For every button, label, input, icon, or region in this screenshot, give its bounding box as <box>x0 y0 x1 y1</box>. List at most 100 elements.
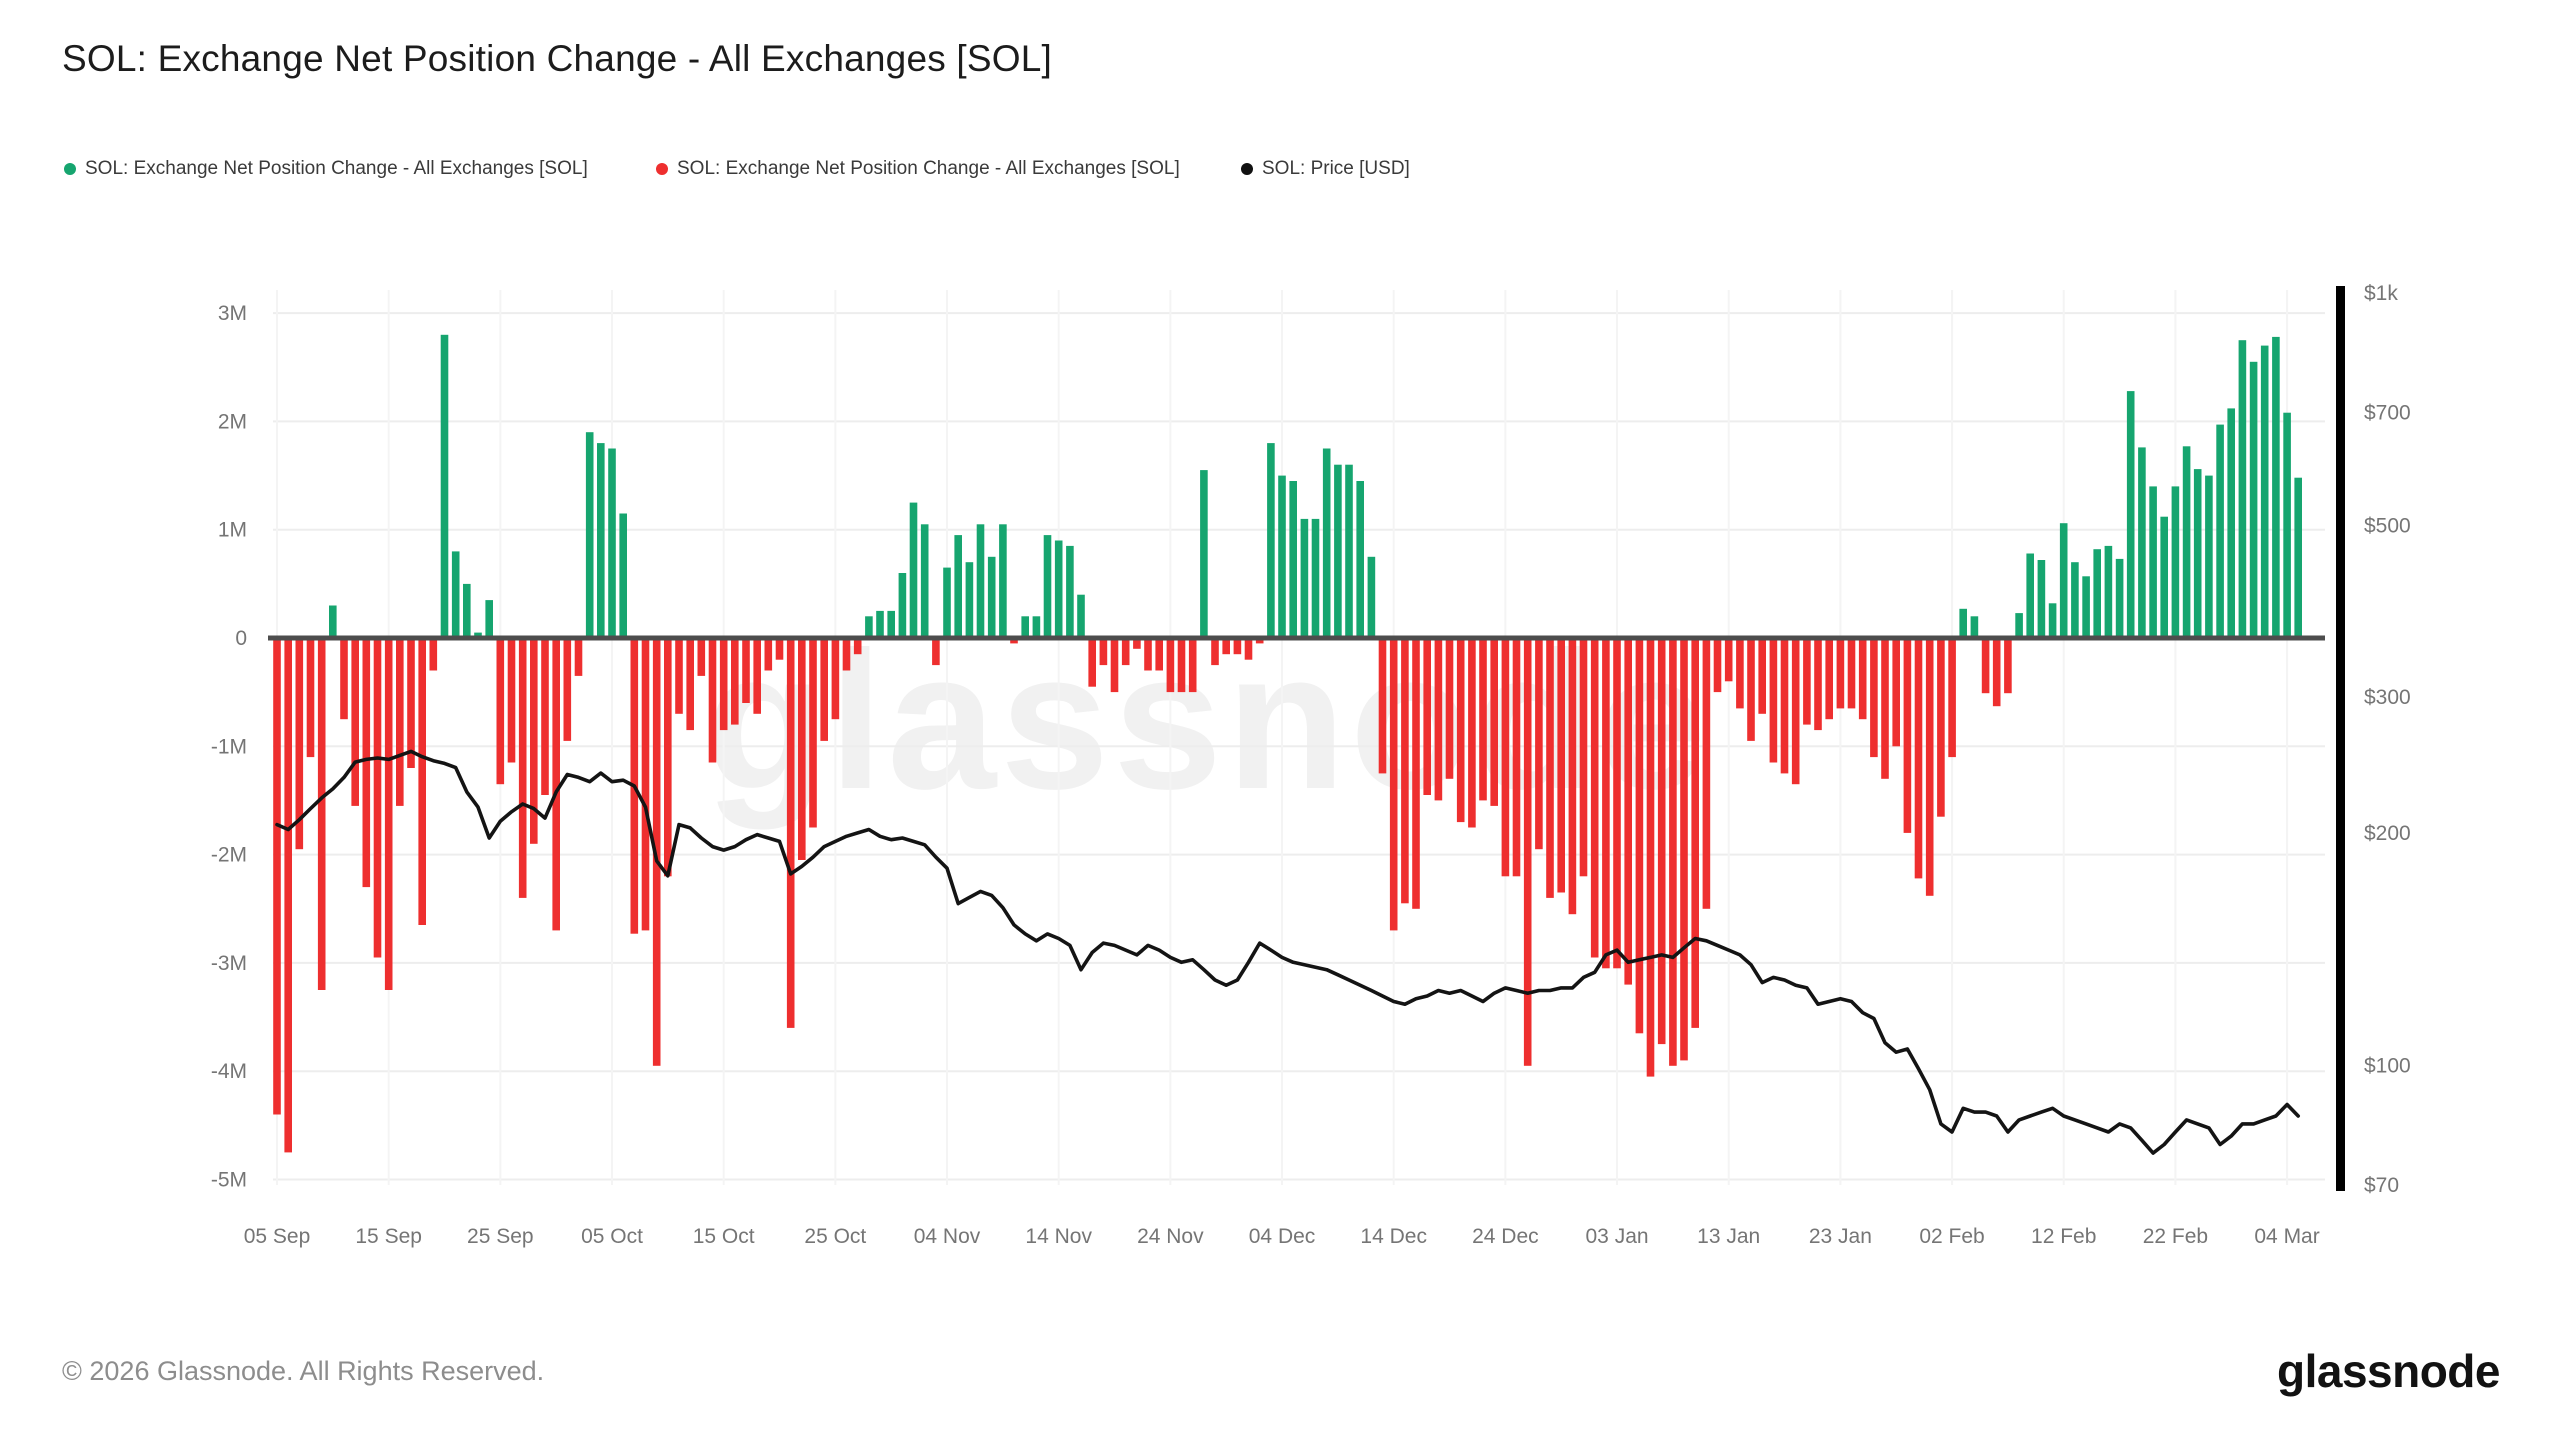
net-position-bar <box>340 638 348 720</box>
net-position-bar <box>1680 638 1688 1061</box>
net-position-bar <box>2249 361 2258 638</box>
net-position-bar <box>987 556 996 638</box>
net-position-bar <box>1568 638 1577 915</box>
net-position-bar <box>920 524 929 638</box>
net-position-bar <box>2216 424 2224 638</box>
chart-canvas: 3M 2M 1M 0 -1M -2M -3M -4M -5M $1k $700 $500 $300 $20… <box>211 282 2411 1248</box>
net-position-bar <box>1803 638 1811 725</box>
net-position-bar <box>809 638 817 828</box>
price-line <box>275 749 2300 1155</box>
net-position-bar <box>719 638 728 731</box>
net-position-bar <box>652 638 661 1066</box>
net-position-bar <box>764 638 773 671</box>
gridlines <box>273 290 2325 1185</box>
net-position-bar <box>1501 638 1510 877</box>
axis-tick-label: 04 Nov <box>914 1225 981 1248</box>
axis-tick-label: 12 Feb <box>2031 1225 2096 1248</box>
axis-tick-label: 22 Feb <box>2143 1225 2208 1248</box>
legend-item-net-position-positive[interactable]: SOL: Exchange Net Position Change - All … <box>64 158 588 180</box>
axis-tick-label: $700 <box>2364 402 2411 425</box>
net-position-bar <box>1233 638 1242 655</box>
net-position-bar <box>1613 638 1621 969</box>
net-position-bar <box>1211 638 1219 666</box>
axis-tick-label: 1M <box>218 519 247 542</box>
net-position-bar <box>786 638 795 1028</box>
axis-tick-label: 14 Dec <box>1360 1225 1427 1248</box>
axis-tick-label: -2M <box>211 844 247 867</box>
net-position-bar <box>2205 475 2213 638</box>
net-position-bar <box>1925 638 1934 896</box>
net-position-bar <box>2283 412 2291 638</box>
net-position-bar <box>373 638 382 958</box>
net-position-bar <box>407 638 415 768</box>
legend-item-price[interactable]: SOL: Price [USD] <box>1241 158 1410 180</box>
axis-tick-label: 14 Nov <box>1025 1225 1092 1248</box>
footer-copyright: © 2026 Glassnode. All Rights Reserved. <box>62 1356 545 1386</box>
net-position-bar <box>1188 638 1197 693</box>
net-position-bar <box>1825 638 1833 720</box>
net-position-bar <box>2149 486 2157 638</box>
net-position-bar <box>2272 336 2280 638</box>
net-position-bar <box>1579 638 1588 877</box>
net-position-bar <box>1110 638 1119 693</box>
net-position-bar <box>1624 638 1632 985</box>
net-position-bar <box>1736 638 1744 709</box>
net-position-bar <box>1747 638 1755 741</box>
net-position-bar <box>1557 638 1565 893</box>
axis-tick-label: 25 Oct <box>804 1225 866 1248</box>
net-position-bar <box>1590 638 1599 958</box>
net-position-bar <box>1970 616 1979 638</box>
net-position-bar <box>2104 545 2113 638</box>
net-position-bar <box>351 638 359 806</box>
net-position-bar <box>909 502 918 638</box>
net-position-bar <box>965 562 974 638</box>
net-position-bar <box>1032 616 1041 638</box>
net-position-bar <box>742 638 750 703</box>
y-axis-left: 3M 2M 1M 0 -1M -2M -3M -4M -5M <box>211 302 247 1191</box>
net-position-bar <box>1646 638 1655 1077</box>
net-position-bar <box>1255 638 1264 644</box>
net-position-bar <box>2082 576 2090 638</box>
axis-tick-label: $200 <box>2364 822 2411 845</box>
legend-label: SOL: Price [USD] <box>1262 158 1410 179</box>
legend-item-net-position-negative[interactable]: SOL: Exchange Net Position Change - All … <box>656 158 1180 180</box>
net-position-bar <box>1200 470 1208 638</box>
net-position-bar <box>865 616 873 638</box>
net-position-bar <box>1378 638 1387 774</box>
net-position-bar <box>2093 549 2101 638</box>
net-position-bar <box>1077 594 1085 638</box>
net-position-bar <box>619 513 627 638</box>
net-position-bar <box>1010 638 1018 644</box>
axis-tick-label: 04 Mar <box>2254 1225 2319 1248</box>
net-position-bar <box>954 535 962 638</box>
axis-tick-label: 04 Dec <box>1249 1225 1316 1248</box>
net-position-bar <box>440 334 449 638</box>
net-position-bar <box>1177 638 1186 693</box>
net-position-bar <box>530 638 538 844</box>
axis-tick-label: 24 Nov <box>1137 1225 1204 1248</box>
net-position-bar <box>1278 475 1286 638</box>
net-position-bar <box>463 583 471 638</box>
net-position-bar <box>1836 638 1845 709</box>
net-position-bar <box>1937 638 1945 817</box>
net-position-bar <box>1121 638 1130 666</box>
net-position-bar <box>396 638 404 806</box>
net-position-bar <box>1456 638 1465 823</box>
net-position-bar <box>2037 560 2046 638</box>
net-position-bar <box>2260 345 2269 638</box>
y-axis-right: $1k $700 $500 $300 $200 $100 $70 <box>2364 282 2411 1197</box>
net-position-bar <box>1412 638 1420 909</box>
net-position-bars <box>273 334 2302 1153</box>
net-position-bar <box>1758 638 1766 714</box>
legend-label: SOL: Exchange Net Position Change - All … <box>85 158 588 179</box>
net-position-bar <box>708 638 717 763</box>
black-dot-icon <box>1241 163 1253 175</box>
net-position-bar <box>1334 464 1342 638</box>
net-position-bar <box>552 638 560 931</box>
net-position-bar <box>507 638 516 763</box>
net-position-bar <box>306 638 315 758</box>
net-position-bar <box>1267 443 1275 638</box>
net-position-bar <box>317 638 326 990</box>
net-position-bar <box>384 638 393 990</box>
net-position-bar <box>932 638 940 666</box>
